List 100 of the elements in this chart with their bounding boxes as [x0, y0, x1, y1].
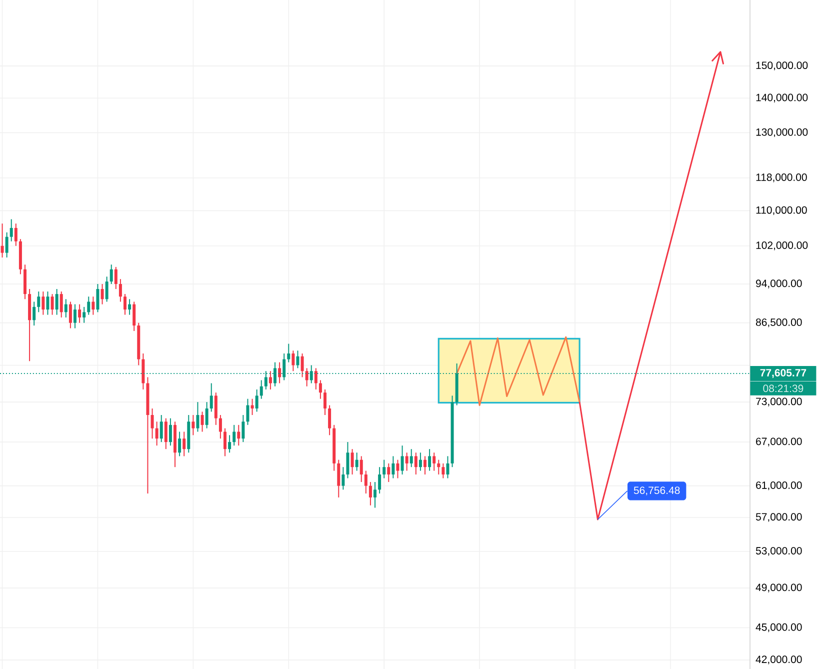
candlestick — [232, 424, 236, 446]
candlestick — [214, 392, 218, 426]
candlestick — [350, 448, 354, 475]
candlestick — [342, 466, 345, 490]
candlestick — [400, 445, 404, 475]
candlestick — [255, 388, 258, 412]
candlestick — [68, 301, 72, 329]
y-tick-label: 94,000.00 — [756, 280, 802, 288]
candlestick — [368, 482, 372, 506]
candlestick — [205, 402, 208, 429]
y-tick-label: 61,000.00 — [756, 481, 802, 490]
candlestick — [268, 370, 272, 390]
candlestick — [64, 298, 68, 318]
candlestick — [46, 291, 50, 316]
candlestick — [228, 434, 232, 454]
candlestick — [96, 284, 100, 313]
candlestick — [92, 296, 95, 316]
text: 08:21:39 — [763, 384, 804, 392]
candlestick — [164, 418, 168, 450]
candlestick — [14, 223, 18, 246]
candlestick — [314, 368, 318, 390]
candlestick — [114, 266, 118, 290]
candlestick — [37, 291, 40, 313]
candlestick — [105, 276, 108, 302]
candlestick — [210, 382, 213, 412]
candlestick — [374, 482, 377, 508]
y-tick-label: 42,000.00 — [756, 656, 802, 664]
y-tick-label: 45,000.00 — [756, 623, 802, 632]
candlestick — [242, 414, 245, 443]
candlestick — [364, 470, 368, 494]
y-tick-label: 130,000.00 — [756, 128, 808, 138]
candlestick — [246, 398, 250, 426]
candlestick — [405, 452, 408, 472]
candlestick — [300, 352, 304, 378]
candlestick — [82, 306, 86, 324]
candlestick — [296, 350, 300, 369]
candlestick — [378, 466, 382, 494]
y-tick-label: 150,000.00 — [756, 62, 808, 70]
data-label: 56,756.48 — [634, 486, 680, 496]
y-tick-label: 86,500.00 — [756, 318, 802, 328]
candlestick — [414, 452, 418, 475]
candlestick — [100, 284, 104, 305]
candlestick — [55, 288, 58, 316]
candlestick — [0, 223, 4, 258]
candlestick — [292, 350, 295, 372]
candlestick — [196, 402, 200, 432]
candlestick — [387, 462, 390, 483]
candlestick — [5, 232, 8, 258]
candlestick — [60, 291, 63, 318]
candlestick — [437, 459, 440, 475]
candlestick — [360, 456, 363, 483]
candlestick — [324, 388, 327, 416]
candlestick — [182, 431, 186, 457]
y-tick-label: 49,000.00 — [756, 584, 802, 592]
candlestick — [224, 428, 227, 457]
candlestick — [432, 452, 436, 472]
candlestick — [418, 452, 422, 472]
candlestick — [50, 294, 54, 316]
candlestick — [178, 431, 182, 457]
ref-line-label: 77,605.77 — [760, 369, 806, 378]
candlestick — [355, 452, 358, 472]
candlestick — [132, 301, 136, 332]
candlestick — [410, 448, 413, 468]
candlestick — [318, 380, 322, 400]
candlestick — [446, 456, 450, 479]
candlestick — [192, 414, 195, 436]
candlestick — [250, 398, 254, 416]
candlestick — [78, 304, 82, 324]
candlestick — [305, 368, 308, 387]
y-tick-label: 67,000.00 — [756, 438, 802, 446]
candlestick — [328, 404, 332, 436]
candlestick — [260, 380, 263, 400]
candlestick — [382, 459, 386, 479]
y-tick-label: 140,000.00 — [756, 94, 808, 102]
candlestick — [442, 462, 445, 479]
candlestick — [428, 448, 432, 472]
candlestick — [287, 343, 290, 363]
y-tick-label: 110,000.00 — [756, 206, 807, 215]
candlestick — [346, 442, 350, 479]
candlestick — [168, 418, 172, 446]
y-tick-label: 118,000.00 — [756, 174, 807, 182]
candlestick — [392, 456, 395, 479]
y-tick-label: 53,000.00 — [756, 547, 802, 556]
candlestick — [118, 278, 122, 302]
candlestick — [32, 301, 36, 326]
y-tick-label: 102,000.00 — [756, 242, 808, 250]
candlestick — [128, 298, 132, 316]
candlestick — [150, 408, 154, 440]
candlestick — [396, 459, 400, 479]
candlestick — [42, 291, 45, 316]
y-tick-label: 73,000.00 — [756, 398, 802, 406]
candlestick — [74, 304, 76, 329]
candlestick — [110, 264, 113, 285]
candlestick — [278, 362, 282, 384]
candlestick — [200, 411, 204, 432]
candlestick — [87, 296, 90, 316]
candlestick — [160, 414, 163, 443]
candlestick — [237, 424, 240, 446]
candlestick — [142, 352, 145, 390]
candlestick — [155, 421, 158, 446]
